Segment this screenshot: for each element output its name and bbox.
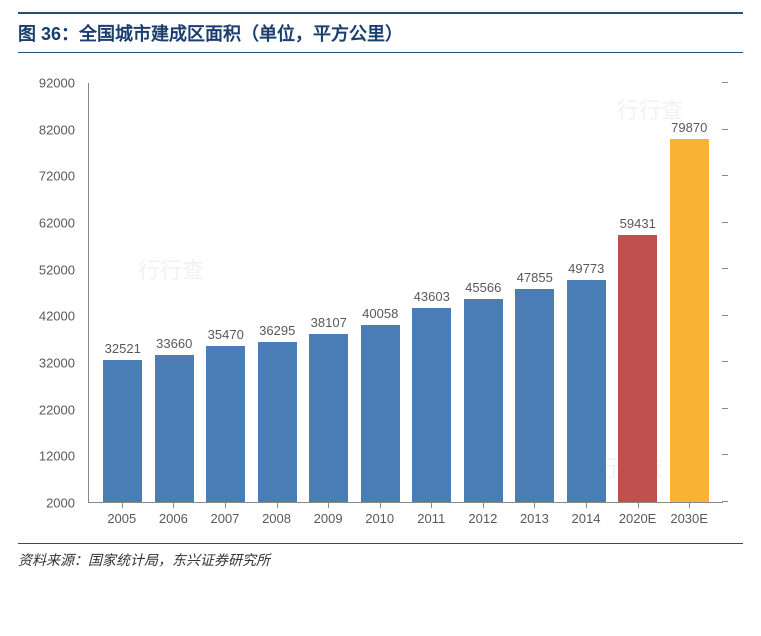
bar-slot: 59431 [612, 83, 664, 502]
bar-value-label: 38107 [311, 315, 347, 330]
x-tick-label: 2010 [354, 503, 406, 533]
y-tick-label: 12000 [25, 449, 75, 464]
y-tick-label: 32000 [25, 356, 75, 371]
x-tick-label: 2006 [148, 503, 200, 533]
x-tick-label: 2005 [96, 503, 148, 533]
bar-slot: 47855 [509, 83, 561, 502]
title-row: 图 36：全国城市建成区面积（单位，平方公里） [18, 12, 743, 53]
x-tick-label: 2020E [612, 503, 664, 533]
bar: 45566 [464, 299, 503, 502]
chart-area: 行行查 行行查 行行查 2000120002200032000420005200… [18, 53, 743, 543]
bar: 49773 [567, 280, 606, 502]
bar-slot: 33660 [149, 83, 201, 502]
y-tick-label: 92000 [25, 76, 75, 91]
bar-slot: 45566 [458, 83, 510, 502]
y-tick-label: 42000 [25, 309, 75, 324]
bar-slot: 36295 [252, 83, 304, 502]
bar-value-label: 33660 [156, 336, 192, 351]
bar-value-label: 45566 [465, 280, 501, 295]
bar: 40058 [361, 325, 400, 502]
bar-slot: 49773 [561, 83, 613, 502]
bar-slot: 32521 [97, 83, 149, 502]
y-tick-label: 22000 [25, 402, 75, 417]
bar-value-label: 79870 [671, 120, 707, 135]
bar: 38107 [309, 334, 348, 502]
bar-slot: 40058 [355, 83, 407, 502]
plot-area: 32521 33660 35470 36295 38107 40058 43603 45566… [88, 83, 723, 503]
x-tick-label: 2030E [663, 503, 715, 533]
x-tick-label: 2009 [302, 503, 354, 533]
bar-value-label: 36295 [259, 323, 295, 338]
bar-value-label: 43603 [414, 289, 450, 304]
bar: 47855 [515, 289, 554, 502]
bars-group: 32521 33660 35470 36295 38107 40058 43603 45566… [89, 83, 723, 502]
x-tick-label: 2011 [405, 503, 457, 533]
bar: 79870 [670, 139, 709, 502]
bar-value-label: 49773 [568, 261, 604, 276]
x-tick-label: 2014 [560, 503, 612, 533]
y-tick-label: 72000 [25, 169, 75, 184]
chart: 2000120002200032000420005200062000720008… [88, 73, 723, 533]
bar-slot: 35470 [200, 83, 252, 502]
x-tick-label: 2008 [251, 503, 303, 533]
bar: 33660 [155, 355, 194, 502]
x-axis: 2005200620072008200920102011201220132014… [88, 503, 723, 533]
source-text: 资料来源：国家统计局，东兴证券研究所 [18, 543, 743, 570]
bar-value-label: 40058 [362, 306, 398, 321]
y-tick-label: 2000 [25, 496, 75, 511]
chart-title: 图 36：全国城市建成区面积（单位，平方公里） [18, 24, 403, 44]
bar-slot: 79870 [664, 83, 716, 502]
bar-value-label: 59431 [620, 216, 656, 231]
bar-slot: 38107 [303, 83, 355, 502]
bar: 35470 [206, 346, 245, 502]
x-tick-label: 2012 [457, 503, 509, 533]
bar: 43603 [412, 308, 451, 502]
y-tick-label: 82000 [25, 122, 75, 137]
y-tick-label: 62000 [25, 216, 75, 231]
x-tick-label: 2007 [199, 503, 251, 533]
figure-container: 图 36：全国城市建成区面积（单位，平方公里） 行行查 行行查 行行查 2000… [0, 0, 761, 578]
bar: 59431 [618, 235, 657, 502]
bar-value-label: 35470 [208, 327, 244, 342]
y-tick-label: 52000 [25, 262, 75, 277]
bar: 32521 [103, 360, 142, 502]
x-tick-label: 2013 [509, 503, 561, 533]
bar-value-label: 32521 [105, 341, 141, 356]
bar-slot: 43603 [406, 83, 458, 502]
bar-value-label: 47855 [517, 270, 553, 285]
y-axis: 2000120002200032000420005200062000720008… [28, 83, 83, 503]
bar: 36295 [258, 342, 297, 502]
